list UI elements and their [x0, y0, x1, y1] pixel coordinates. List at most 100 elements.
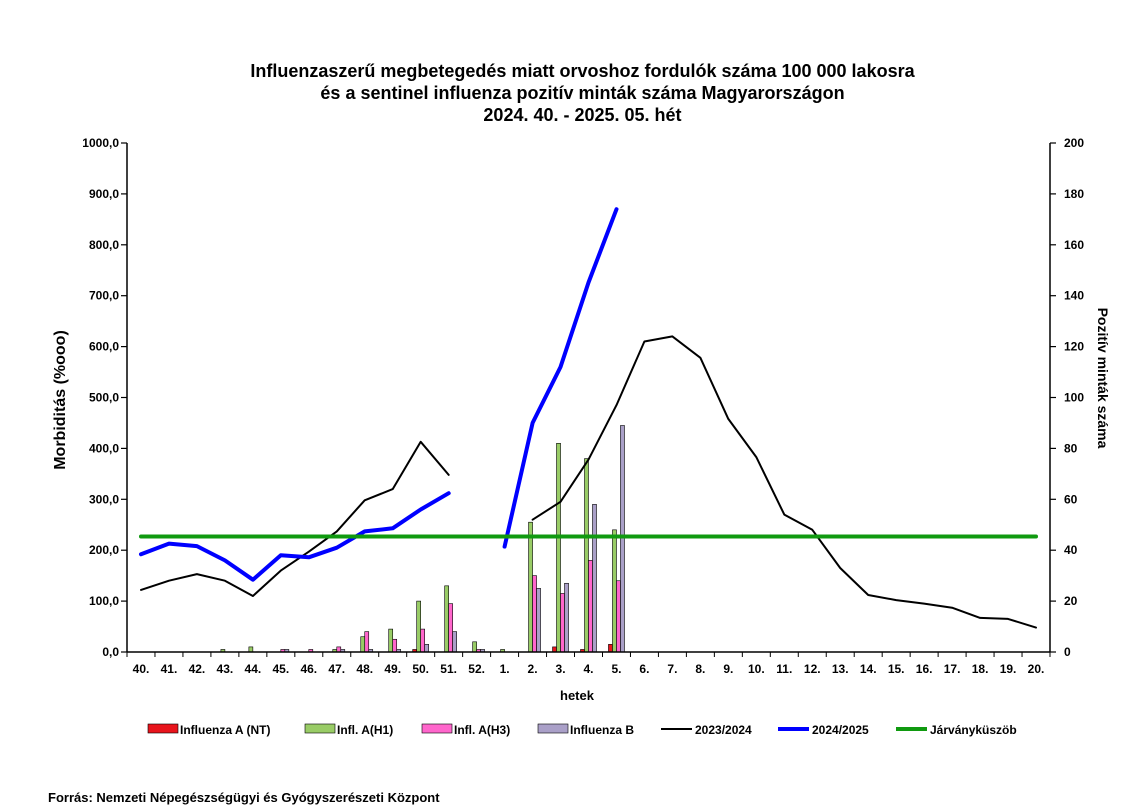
y-left-tick-label-2: 200,0: [89, 543, 119, 557]
y-right-tick-label-7: 140: [1064, 289, 1084, 303]
x-tick-label-20: 8.: [695, 662, 705, 676]
legend-label-infl-a-h3-: Infl. A(H3): [454, 723, 510, 737]
y-left-tick-label-1: 100,0: [89, 594, 119, 608]
legend-swatch-influenza-b: [537, 723, 569, 734]
bar-infl-a-h1--10: [416, 600, 421, 653]
y-axis-right-title: Pozitív minták száma: [1095, 308, 1111, 449]
bar-influenza-b-10: [424, 644, 429, 653]
y-left-tick-label-3: 300,0: [89, 492, 119, 506]
y-left-tick-label-9: 900,0: [89, 187, 119, 201]
y-right-tick-label-0: 0: [1064, 645, 1071, 659]
y-axis-left-title: Morbiditás (%ooo): [52, 330, 69, 470]
bar-infl-a-h1--11: [444, 585, 449, 653]
source-note: Forrás: Nemzeti Népegészségügyi és Gyógy…: [48, 790, 440, 805]
x-tick-label-29: 17.: [944, 662, 961, 676]
x-tick-label-16: 4.: [583, 662, 593, 676]
y-left-tick-label-10: 1000,0: [82, 136, 119, 150]
x-tick-label-11: 51.: [440, 662, 457, 676]
x-tick-label-13: 1.: [500, 662, 510, 676]
series-line-2023-2024-segment-0: [140, 440, 450, 597]
bar-infl-a-h1--16: [584, 458, 589, 653]
x-tick-label-19: 7.: [667, 662, 677, 676]
bar-influenza-b-17: [620, 425, 625, 653]
x-tick-label-31: 19.: [1000, 662, 1017, 676]
x-tick-label-2: 42.: [189, 662, 206, 676]
x-tick-label-27: 15.: [888, 662, 905, 676]
y-right-tick-label-3: 60: [1064, 492, 1078, 506]
series-line-2023-2024-segment-1: [531, 335, 1037, 629]
y-right-tick-label-4: 80: [1064, 441, 1078, 455]
bar-influenza-a-nt--15: [552, 646, 557, 653]
y-left-tick-label-5: 500,0: [89, 391, 119, 405]
x-tick-label-12: 52.: [468, 662, 485, 676]
bar-infl-a-h3--7: [336, 646, 342, 653]
chart-title-line-3: 2024. 40. - 2025. 05. hét: [483, 105, 682, 125]
bar-influenza-b-11: [452, 631, 457, 653]
legend: Influenza A (NT) Infl. A(H1) Infl. A(H3) In…: [147, 723, 1017, 737]
bar-infl-a-h3--10: [420, 628, 425, 653]
chart-svg: 0,0 100,0 200,0 300,0 400,0 500,0 600,0 700,0 80…: [52, 136, 1111, 737]
x-tick-label-5: 45.: [272, 662, 289, 676]
y-right-tick-label-10: 200: [1064, 136, 1084, 150]
legend-swatch-influenza-a-nt-: [147, 723, 179, 734]
y-left-tick-label-4: 400,0: [89, 441, 119, 455]
x-tick-label-18: 6.: [639, 662, 649, 676]
legend-label-infl-a-h1-: Infl. A(H1): [337, 723, 393, 737]
y-left-tick-label-6: 600,0: [89, 340, 119, 354]
x-tick-label-23: 11.: [776, 662, 792, 676]
x-tick-label-26: 14.: [860, 662, 877, 676]
legend-label-2024-2025: 2024/2025: [812, 723, 869, 737]
x-tick-label-10: 50.: [412, 662, 429, 676]
x-tick-label-0: 40.: [133, 662, 150, 676]
bar-layer: [220, 425, 625, 653]
series-line-2024-2025-segment-0: [139, 491, 451, 582]
x-tick-label-1: 41.: [161, 662, 178, 676]
y-right-tick-label-5: 100: [1064, 391, 1084, 405]
x-tick-label-4: 44.: [245, 662, 262, 676]
chart-title-line-2: és a sentinel influenza pozitív minták s…: [320, 83, 845, 103]
bar-infl-a-h3--11: [448, 603, 453, 653]
bar-infl-a-h1--8: [360, 636, 366, 653]
bar-infl-a-h3--14: [532, 575, 537, 653]
bar-infl-a-h3--9: [392, 638, 398, 653]
bar-infl-a-h3--17: [616, 580, 621, 653]
line-layer: [139, 207, 1038, 629]
axes-layer: 0,0 100,0 200,0 300,0 400,0 500,0 600,0 700,0 80…: [82, 136, 1084, 676]
x-tick-label-30: 18.: [972, 662, 989, 676]
bar-infl-a-h3--15: [560, 593, 565, 653]
y-right-tick-label-2: 40: [1064, 543, 1078, 557]
x-tick-label-14: 2.: [528, 662, 538, 676]
x-tick-label-3: 43.: [217, 662, 234, 676]
bar-infl-a-h1--15: [556, 443, 561, 653]
y-right-tick-label-1: 20: [1064, 594, 1078, 608]
chart-title: Influenzaszerű megbetegedés miatt orvosh…: [0, 60, 1129, 126]
bar-infl-a-h1--12: [472, 641, 477, 653]
y-right-tick-label-6: 120: [1064, 340, 1084, 354]
legend-label-influenza-b: Influenza B: [570, 723, 634, 737]
x-tick-label-22: 10.: [748, 662, 765, 676]
bar-infl-a-h1--4: [248, 646, 254, 653]
x-tick-label-7: 47.: [328, 662, 345, 676]
x-tick-label-17: 5.: [611, 662, 621, 676]
legend-swatch-infl-a-h1-: [304, 723, 336, 734]
x-tick-label-24: 12.: [804, 662, 821, 676]
bar-influenza-a-nt--17: [608, 644, 613, 653]
x-tick-label-8: 48.: [356, 662, 373, 676]
chart-title-line-1: Influenzaszerű megbetegedés miatt orvosh…: [250, 61, 915, 81]
x-tick-label-15: 3.: [556, 662, 566, 676]
x-tick-label-25: 13.: [832, 662, 849, 676]
x-tick-label-9: 49.: [384, 662, 401, 676]
legend-swatch-infl-a-h3-: [421, 723, 453, 734]
bar-influenza-b-14: [536, 588, 541, 653]
bar-infl-a-h1--14: [528, 521, 533, 653]
x-tick-label-21: 9.: [723, 662, 733, 676]
y-right-tick-label-9: 180: [1064, 187, 1084, 201]
x-tick-label-32: 20.: [1028, 662, 1045, 676]
y-left-tick-label-7: 700,0: [89, 289, 119, 303]
bar-influenza-b-15: [564, 582, 569, 653]
bar-infl-a-h1--9: [388, 628, 394, 653]
y-right-tick-label-8: 160: [1064, 238, 1084, 252]
bar-infl-a-h3--16: [588, 560, 593, 653]
x-axis-title: hetek: [560, 688, 595, 703]
legend-label-influenza-a-nt-: Influenza A (NT): [180, 723, 270, 737]
